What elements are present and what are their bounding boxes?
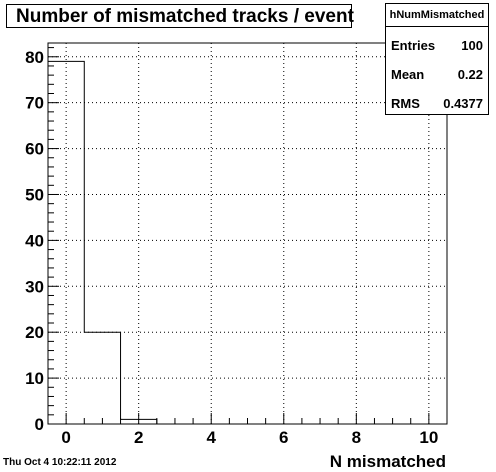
y-tick-label: 70: [25, 94, 44, 113]
y-tick-label: 20: [25, 323, 44, 342]
y-axis-ticks: 0 10 20 30 40 50 60 70 80: [25, 47, 59, 434]
y-tick-label: 80: [25, 48, 44, 67]
y-tick-label: 50: [25, 185, 44, 204]
stats-box: hNumMismatched Entries 100 Mean 0.22 RMS…: [385, 3, 489, 115]
histogram-line: [47, 60, 158, 424]
stats-row-mean: Mean 0.22: [386, 67, 488, 87]
x-tick-label: 2: [134, 428, 143, 447]
y-tick-label: 40: [25, 231, 44, 250]
timestamp: Thu Oct 4 10:22:11 2012: [3, 457, 117, 468]
stats-label: Entries: [391, 38, 436, 53]
stats-label: Mean: [391, 67, 425, 82]
y-tick-label: 0: [35, 415, 44, 434]
y-tick-label: 60: [25, 140, 44, 159]
stats-label: RMS: [391, 96, 420, 111]
stats-value: 0.22: [457, 67, 483, 82]
stats-value: 0.4377: [443, 96, 483, 111]
x-tick-label: 10: [419, 428, 438, 447]
y-tick-label: 30: [25, 277, 44, 296]
x-tick-label: 8: [352, 428, 361, 447]
stats-value: 100: [461, 38, 483, 53]
x-axis-ticks: 0 2 4 6 8 10: [61, 413, 438, 447]
x-tick-label: 0: [61, 428, 70, 447]
x-tick-label: 4: [206, 428, 216, 447]
y-tick-label: 10: [25, 369, 44, 388]
stats-row-rms: RMS 0.4377: [386, 96, 488, 116]
grid-lines: [48, 43, 447, 424]
chart-title: Number of mismatched tracks / event: [16, 6, 354, 27]
chart-title-box: Number of mismatched tracks / event: [6, 4, 354, 28]
x-tick-label: 6: [279, 428, 288, 447]
stats-row-entries: Entries 100: [386, 38, 488, 58]
x-axis-label: N mismatched: [329, 452, 446, 471]
stats-histogram-name: hNumMismatched: [386, 4, 488, 27]
